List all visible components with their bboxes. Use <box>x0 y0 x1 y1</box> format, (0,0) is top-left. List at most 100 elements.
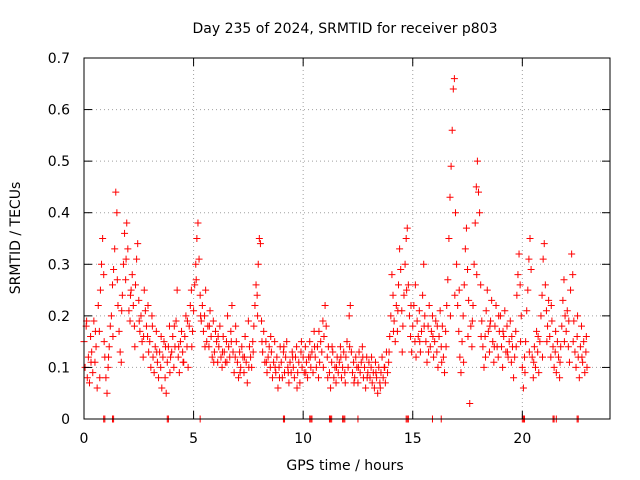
data-point <box>432 317 440 325</box>
data-point <box>223 358 231 366</box>
data-point <box>356 369 364 377</box>
data-point <box>351 374 359 382</box>
data-point <box>389 291 397 299</box>
axis-ticks <box>83 57 610 420</box>
data-point <box>530 343 538 351</box>
data-point <box>197 317 205 325</box>
data-point <box>137 312 145 320</box>
data-point <box>403 286 411 294</box>
data-point <box>208 353 216 361</box>
data-point <box>422 338 430 346</box>
data-point <box>488 296 496 304</box>
data-point <box>157 332 165 340</box>
data-point <box>423 358 431 366</box>
data-point <box>318 348 326 356</box>
data-point <box>237 363 245 371</box>
data-point <box>407 332 415 340</box>
data-point <box>528 353 536 361</box>
data-point <box>397 265 405 273</box>
data-point <box>87 358 95 366</box>
data-point <box>583 363 591 371</box>
data-point <box>168 348 176 356</box>
x-axis-label: GPS time / hours <box>286 458 403 474</box>
data-point <box>571 348 579 356</box>
data-point <box>91 327 99 335</box>
data-point <box>411 281 419 289</box>
data-point <box>138 338 146 346</box>
data-point <box>368 353 376 361</box>
data-point <box>157 363 165 371</box>
data-point <box>320 332 328 340</box>
data-point <box>258 317 266 325</box>
data-point <box>449 85 457 93</box>
data-point <box>196 291 204 299</box>
data-point <box>446 312 454 320</box>
data-point <box>443 302 451 310</box>
data-point <box>435 332 443 340</box>
data-point <box>193 235 201 242</box>
data-point <box>135 317 143 325</box>
data-point <box>260 327 268 335</box>
data-point <box>252 281 260 289</box>
data-point <box>455 286 463 294</box>
data-point <box>414 332 422 340</box>
data-point <box>203 338 211 346</box>
data-point <box>477 281 485 289</box>
data-point <box>416 348 424 356</box>
data-point <box>553 338 561 346</box>
data-point <box>513 291 521 299</box>
data-point <box>551 348 559 356</box>
data-point <box>465 296 473 304</box>
data-point <box>373 374 381 382</box>
data-point <box>385 348 393 356</box>
data-point <box>323 353 331 361</box>
data-point <box>258 338 266 346</box>
data-point <box>542 307 550 315</box>
data-point <box>511 353 519 361</box>
data-point <box>216 322 224 330</box>
data-point <box>174 353 182 361</box>
data-point <box>521 353 529 361</box>
data-point <box>205 322 213 330</box>
data-point <box>384 369 392 377</box>
data-point <box>227 327 235 335</box>
data-point <box>486 322 494 330</box>
data-point <box>272 369 280 377</box>
data-point <box>361 363 369 371</box>
data-point <box>358 343 366 351</box>
data-point <box>159 353 167 361</box>
data-point <box>582 348 590 356</box>
data-point <box>562 327 570 335</box>
data-point <box>160 338 168 346</box>
data-point <box>184 363 192 371</box>
data-point <box>233 358 241 366</box>
data-point <box>561 312 569 320</box>
data-point <box>396 245 404 253</box>
data-point <box>106 322 114 330</box>
data-point <box>386 332 394 340</box>
data-point <box>217 353 225 361</box>
data-point <box>546 332 554 340</box>
data-point <box>209 317 217 325</box>
data-point <box>116 348 124 356</box>
data-point <box>378 353 386 361</box>
data-point <box>140 332 148 340</box>
data-point <box>83 374 91 382</box>
data-point <box>249 348 257 356</box>
data-point <box>251 302 259 310</box>
data-point <box>183 317 191 325</box>
data-point <box>289 353 297 361</box>
data-point <box>363 374 371 382</box>
data-point <box>499 363 507 371</box>
data-point <box>581 369 589 377</box>
data-point <box>466 400 474 408</box>
data-point <box>332 363 340 371</box>
data-point <box>122 255 130 263</box>
data-point <box>416 338 424 346</box>
data-point <box>430 353 438 361</box>
data-point <box>516 281 524 289</box>
data-point <box>445 235 453 242</box>
data-point <box>544 322 552 330</box>
x-tick-label: 0 <box>80 431 89 447</box>
